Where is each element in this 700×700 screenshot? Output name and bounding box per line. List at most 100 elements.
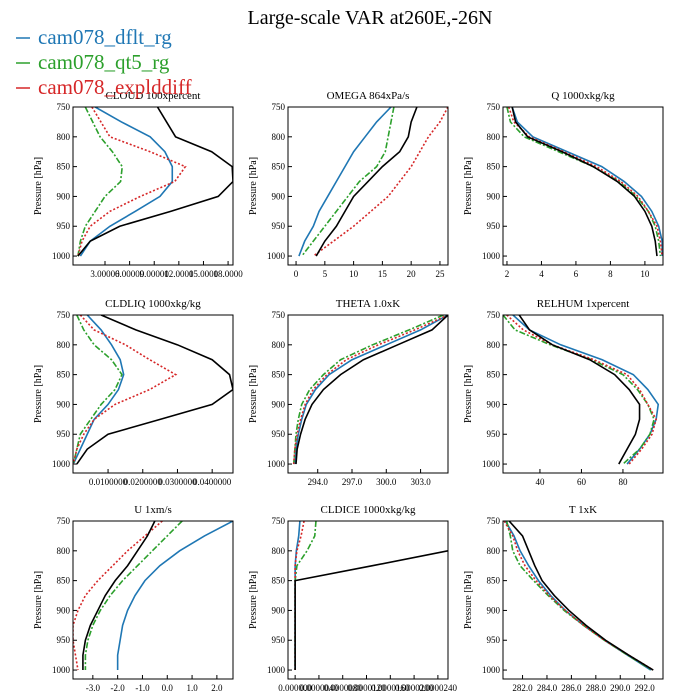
y-tick-label: 950 [57, 221, 71, 231]
y-tick-label: 850 [272, 576, 286, 586]
profile-line [506, 107, 662, 257]
panel-frame [72, 106, 234, 266]
profile-line [298, 107, 392, 257]
panel: RELHUM 1xpercent Pressure [hPa] 750 800 850 9… [463, 298, 664, 487]
x-tick-label: 0.000000 [278, 683, 312, 693]
plot-area [506, 107, 663, 257]
y-tick-label: 950 [272, 635, 286, 645]
y-tick-label: 800 [57, 340, 71, 350]
y-tick-label: 950 [487, 635, 501, 645]
y-tick-label: 900 [272, 191, 286, 201]
plot-area [77, 107, 233, 257]
y-axis-label: Pressure [hPa] [463, 157, 474, 215]
x-tick-label: 284.0 [537, 683, 558, 693]
legend-label: cam078_qt5_rg [38, 50, 170, 74]
panel-frame [287, 314, 449, 474]
y-tick-label: 1000 [267, 459, 286, 469]
profile-line [511, 107, 663, 257]
panel-title: RELHUM 1xpercent [537, 298, 630, 310]
x-tick-label: 2 [505, 269, 510, 279]
panel: CLDICE 1000xkg/kg Pressure [hPa] 750 800 850… [248, 504, 458, 693]
x-tick-label: 20 [407, 269, 417, 279]
panel-title: T 1xK [569, 504, 597, 516]
y-axis-label: Pressure [hPa] [248, 571, 259, 629]
y-axis-label: Pressure [hPa] [248, 365, 259, 423]
x-tick-label: 10 [349, 269, 359, 279]
y-tick-label: 900 [487, 399, 501, 409]
y-tick-label: 900 [57, 605, 71, 615]
y-tick-label: 950 [487, 221, 501, 231]
plot-area [503, 521, 654, 671]
y-axis-label: Pressure [hPa] [33, 571, 44, 629]
panel: CLDLIQ 1000xkg/kg Pressure [hPa] 750 800 850… [33, 298, 234, 487]
y-tick-label: 850 [487, 370, 501, 380]
y-tick-label: 750 [57, 516, 71, 526]
y-tick-label: 850 [487, 162, 501, 172]
x-tick-label: 2.0 [211, 683, 223, 693]
profile-line [84, 521, 183, 671]
y-tick-label: 800 [272, 546, 286, 556]
x-tick-label: 12.0000 [164, 269, 194, 279]
y-tick-label: 900 [57, 191, 71, 201]
x-tick-label: 297.0 [342, 477, 363, 487]
plot-area [73, 315, 233, 465]
x-tick-label: 80 [618, 477, 628, 487]
profile-line [76, 315, 233, 465]
panel-frame [72, 520, 234, 680]
y-tick-label: 950 [57, 635, 71, 645]
y-axis-label: Pressure [hPa] [33, 365, 44, 423]
panel: THETA 1.0xK Pressure [hPa] 750 800 850 900 950… [248, 298, 449, 487]
panel-frame [287, 106, 449, 266]
y-tick-label: 1000 [267, 251, 286, 261]
panel-frame [502, 520, 664, 680]
x-tick-label: 288.0 [586, 683, 607, 693]
y-tick-label: 750 [272, 310, 286, 320]
y-tick-label: 750 [487, 516, 501, 526]
y-axis-label: Pressure [hPa] [248, 157, 259, 215]
y-tick-label: 1000 [482, 459, 501, 469]
y-tick-label: 900 [272, 605, 286, 615]
profile-line [294, 549, 448, 671]
profile-line [503, 315, 655, 465]
figure-title: Large-scale VAR at260E,-26N [248, 7, 493, 29]
profile-line [503, 521, 654, 671]
x-tick-label: 18.0000 [213, 269, 243, 279]
profile-line [73, 315, 125, 465]
y-axis-label: Pressure [hPa] [463, 365, 474, 423]
y-tick-label: 950 [272, 429, 286, 439]
panel-title: CLDLIQ 1000xkg/kg [105, 298, 201, 310]
x-tick-label: 0.0400000 [193, 477, 232, 487]
y-tick-label: 800 [57, 546, 71, 556]
profile-line [116, 521, 233, 671]
y-tick-label: 950 [57, 429, 71, 439]
y-tick-label: 900 [272, 399, 286, 409]
x-tick-label: 294.0 [308, 477, 329, 487]
panel-frame [287, 520, 449, 680]
y-tick-label: 750 [487, 310, 501, 320]
x-tick-label: 0.0000120 [347, 683, 386, 693]
panel-frame [72, 314, 234, 474]
x-tick-label: -2.0 [111, 683, 126, 693]
profile-line [505, 521, 653, 671]
profile-line [294, 521, 305, 671]
y-tick-label: 800 [272, 340, 286, 350]
profile-line [312, 107, 448, 257]
x-tick-label: 0.0300000 [158, 477, 197, 487]
y-tick-label: 750 [57, 310, 71, 320]
plot-area [503, 315, 660, 465]
y-tick-label: 900 [487, 191, 501, 201]
x-tick-label: 0.0000080 [324, 683, 363, 693]
panel-frame [502, 314, 664, 474]
x-tick-label: 1.0 [186, 683, 198, 693]
y-tick-label: 800 [272, 132, 286, 142]
profile-line [518, 315, 641, 465]
y-tick-label: 800 [487, 132, 501, 142]
profile-line [506, 315, 658, 465]
y-axis-label: Pressure [hPa] [33, 157, 44, 215]
panel: Q 1000xkg/kg Pressure [hPa] 750 800 850 900 95… [463, 90, 664, 279]
legend-label: cam078_dflt_rg [38, 25, 172, 49]
profile-line [77, 107, 233, 257]
x-tick-label: 0.0000040 [300, 683, 339, 693]
profile-line [295, 315, 448, 465]
y-tick-label: 950 [487, 429, 501, 439]
